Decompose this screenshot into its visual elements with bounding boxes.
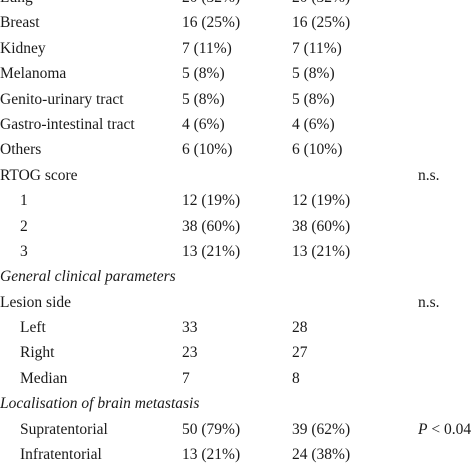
group-a-value: 5 (8%): [182, 90, 225, 108]
group-b-value: 6 (10%): [292, 141, 343, 159]
table-row: Left 33 28: [0, 315, 474, 340]
row-label: Genito-urinary tract: [0, 90, 124, 108]
table-row: Supratentorial 50 (79%) 39 (62%) P < 0.04: [0, 417, 474, 442]
group-b-value: 13 (21%): [292, 242, 351, 260]
p-value: n.s.: [418, 293, 440, 311]
row-label: Breast: [0, 14, 40, 32]
group-a-value: 7 (11%): [182, 39, 232, 57]
group-a-value: 4 (6%): [182, 115, 225, 133]
table-row: Localisation of brain metastasis: [0, 391, 474, 416]
table-row: Kidney 7 (11%) 7 (11%): [0, 36, 474, 61]
group-b-value: 24 (38%): [292, 446, 351, 464]
group-a-value: 38 (60%): [182, 217, 241, 235]
row-label: Kidney: [0, 39, 46, 57]
table-row: Others 6 (10%) 6 (10%): [0, 137, 474, 162]
row-label: Right: [20, 344, 55, 362]
row-label: Gastro-intestinal tract: [0, 115, 135, 133]
group-b-value: 5 (8%): [292, 65, 335, 83]
row-label: Infratentorial: [20, 446, 102, 464]
group-b-value: 20 (32%): [292, 0, 350, 10]
p-value: P < 0.04: [418, 420, 472, 438]
group-b-value: 38 (60%): [292, 217, 351, 235]
table-row: Infratentorial 13 (21%) 24 (38%): [0, 442, 474, 467]
row-label: Median: [20, 369, 68, 387]
table-row: Lung 20 (32%) 20 (32%): [0, 0, 474, 10]
group-a-value: 6 (10%): [182, 141, 233, 159]
table-row: Genito-urinary tract 5 (8%) 5 (8%): [0, 87, 474, 112]
group-a-value: 50 (79%): [182, 420, 241, 438]
group-b-value: 28: [292, 319, 308, 337]
table-row: Melanoma 5 (8%) 5 (8%): [0, 61, 474, 86]
row-label: Left: [20, 319, 46, 337]
group-b-value: 12 (19%): [292, 192, 351, 210]
group-a-value: 23: [182, 344, 198, 362]
row-label: Lung: [0, 0, 33, 10]
row-label: Lesion side: [0, 293, 72, 311]
group-a-value: 5 (8%): [182, 65, 225, 83]
table-row: General clinical parameters: [0, 264, 474, 289]
row-label: General clinical parameters: [0, 268, 176, 286]
table-row: RTOG score n.s.: [0, 163, 474, 188]
p-value: n.s.: [418, 166, 440, 184]
table-row: Lesion side n.s.: [0, 290, 474, 315]
group-b-value: 7 (11%): [292, 39, 342, 57]
group-a-value: 12 (19%): [182, 192, 241, 210]
table-row: Gastro-intestinal tract 4 (6%) 4 (6%): [0, 112, 474, 137]
table-row: 2 38 (60%) 38 (60%): [0, 214, 474, 239]
row-label: RTOG score: [0, 166, 78, 184]
table-row: 3 13 (21%) 13 (21%): [0, 239, 474, 264]
table-row: 1 12 (19%) 12 (19%): [0, 188, 474, 213]
group-b-value: 8: [292, 369, 300, 387]
group-a-value: 20 (32%): [182, 0, 240, 10]
group-b-value: 5 (8%): [292, 90, 335, 108]
row-label: Localisation of brain metastasis: [0, 395, 200, 413]
group-a-value: 16 (25%): [182, 14, 241, 32]
row-label: 2: [20, 217, 28, 235]
row-label: Supratentorial: [20, 420, 108, 438]
row-label: 3: [20, 242, 28, 260]
row-label: Others: [0, 141, 42, 159]
group-b-value: 16 (25%): [292, 14, 351, 32]
group-b-value: 39 (62%): [292, 420, 351, 438]
row-label: 1: [20, 192, 28, 210]
group-a-value: 13 (21%): [182, 242, 241, 260]
group-a-value: 13 (21%): [182, 446, 241, 464]
group-a-value: 33: [182, 319, 198, 337]
row-label: Melanoma: [0, 65, 67, 83]
table-row: Right 23 27: [0, 340, 474, 365]
group-b-value: 4 (6%): [292, 115, 335, 133]
table-row: Breast 16 (25%) 16 (25%): [0, 10, 474, 35]
table-row: Median 7 8: [0, 366, 474, 391]
group-b-value: 27: [292, 344, 308, 362]
group-a-value: 7: [182, 369, 190, 387]
